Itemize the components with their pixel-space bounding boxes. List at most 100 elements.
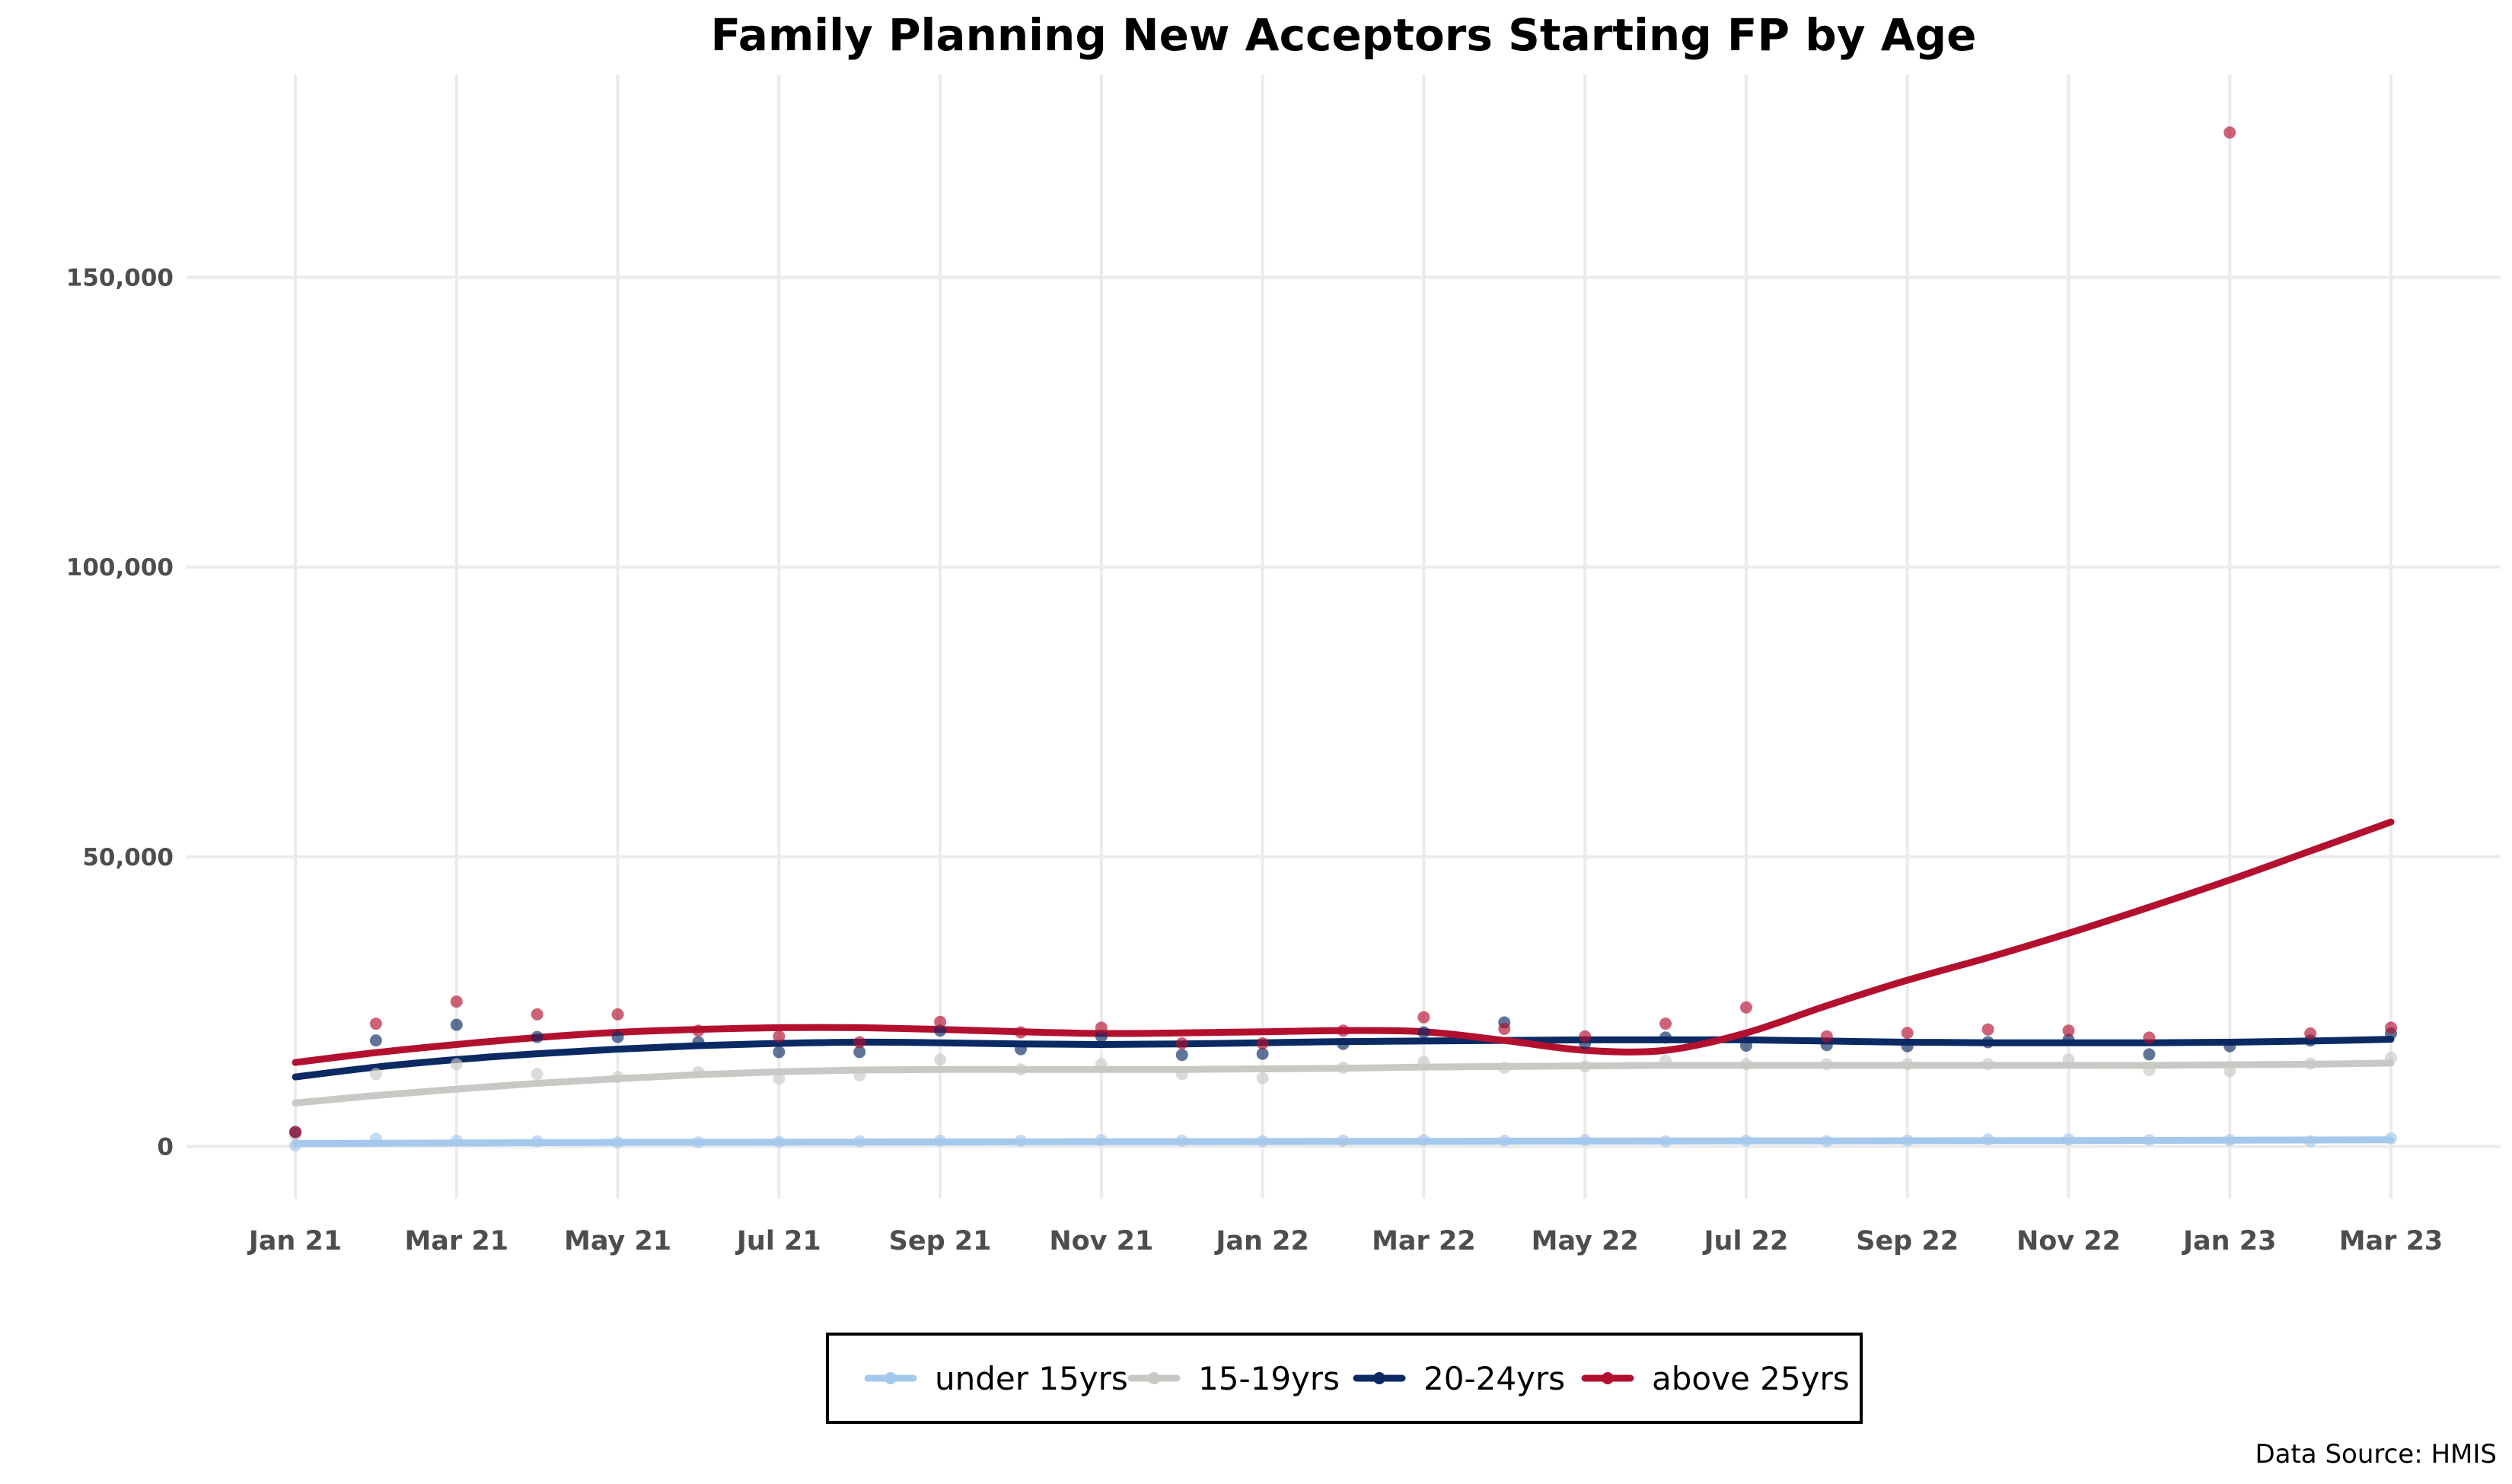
point-15-19yrs xyxy=(611,1071,624,1084)
point-15-19yrs xyxy=(1014,1063,1027,1076)
point-20-24yrs xyxy=(692,1036,705,1049)
point-15-19yrs xyxy=(853,1068,866,1081)
point-under-15yrs xyxy=(1659,1135,1672,1148)
point-15-19yrs xyxy=(2143,1063,2156,1076)
point-under-15yrs xyxy=(1579,1134,1592,1147)
legend: under 15yrs 15-19yrs 20-24yrs above 25yrs xyxy=(826,1333,1863,1424)
x-tick-label: Sep 22 xyxy=(1856,1226,1959,1256)
legend-label: above 25yrs xyxy=(1652,1360,1850,1397)
chart-title: Family Planning New Acceptors Starting F… xyxy=(710,9,1976,61)
point-above-25yrs xyxy=(2062,1024,2075,1037)
point-15-19yrs xyxy=(1175,1068,1188,1081)
x-tick-label: Mar 23 xyxy=(2339,1226,2443,1256)
point-above-25yrs xyxy=(1095,1021,1108,1034)
x-axis-ticks: Jan 21 Mar 21 May 21 Jul 21 Sep 21 Nov 21 Jan … xyxy=(247,1226,2443,1256)
point-above-25yrs xyxy=(2385,1021,2397,1034)
point-under-15yrs xyxy=(2143,1134,2156,1147)
legend-items: under 15yrs 15-19yrs 20-24yrs above 25yrs xyxy=(864,1360,1850,1397)
data-points xyxy=(289,126,2397,1151)
x-tick-label: Jan 21 xyxy=(247,1226,342,1256)
point-15-19yrs xyxy=(934,1053,947,1066)
legend-item-above-25yrs: above 25yrs xyxy=(1581,1360,1850,1397)
point-under-15yrs xyxy=(773,1135,786,1148)
point-above-25yrs xyxy=(1579,1030,1592,1043)
legend-key-point xyxy=(1148,1372,1160,1384)
point-under-15yrs xyxy=(2304,1135,2317,1148)
data-source-note: Data Source: HMIS xyxy=(2255,1439,2497,1470)
point-15-19yrs xyxy=(2062,1053,2075,1066)
x-tick-label: May 21 xyxy=(564,1226,671,1256)
point-under-15yrs xyxy=(1175,1134,1188,1147)
point-20-24yrs xyxy=(1659,1031,1672,1044)
point-20-24yrs xyxy=(773,1046,786,1059)
point-20-24yrs xyxy=(2062,1033,2075,1046)
point-15-19yrs xyxy=(1417,1056,1430,1068)
point-20-24yrs xyxy=(1739,1040,1752,1052)
point-under-15yrs xyxy=(1981,1133,1994,1146)
legend-item-20-24yrs: 20-24yrs xyxy=(1353,1360,1565,1397)
point-20-24yrs xyxy=(1901,1040,1914,1052)
point-15-19yrs xyxy=(773,1072,786,1085)
point-20-24yrs xyxy=(1981,1036,1994,1049)
y-tick-label: 100,000 xyxy=(66,554,174,581)
point-15-19yrs xyxy=(2304,1057,2317,1070)
point-20-24yrs xyxy=(2224,1040,2236,1052)
point-above-25yrs xyxy=(1820,1030,1833,1043)
point-20-24yrs xyxy=(1095,1030,1108,1043)
point-15-19yrs xyxy=(1095,1058,1108,1071)
point-under-15yrs xyxy=(2385,1132,2397,1145)
point-under-15yrs xyxy=(1498,1134,1511,1147)
point-under-15yrs xyxy=(853,1135,866,1148)
point-15-19yrs xyxy=(692,1066,705,1079)
point-20-24yrs xyxy=(934,1024,947,1037)
x-tick-label: Jan 22 xyxy=(1214,1226,1309,1256)
point-15-19yrs xyxy=(1739,1058,1752,1071)
x-tick-label: Nov 22 xyxy=(2016,1226,2121,1256)
point-15-19yrs xyxy=(1337,1061,1350,1074)
point-15-19yrs xyxy=(2385,1051,2397,1064)
legend-label: under 15yrs xyxy=(935,1360,1128,1397)
point-under-15yrs xyxy=(1095,1134,1108,1147)
x-tick-label: Mar 22 xyxy=(1372,1226,1476,1256)
point-20-24yrs xyxy=(1256,1047,1269,1060)
x-tick-label: Sep 21 xyxy=(889,1226,992,1256)
point-under-15yrs xyxy=(1417,1134,1430,1147)
point-above-25yrs xyxy=(450,995,463,1008)
point-under-15yrs xyxy=(450,1134,463,1147)
grid xyxy=(186,75,2501,1199)
point-under-15yrs xyxy=(2062,1133,2075,1146)
point-20-24yrs xyxy=(1417,1026,1430,1039)
legend-key-point xyxy=(885,1372,897,1384)
point-15-19yrs xyxy=(369,1068,382,1081)
point-15-19yrs xyxy=(1256,1072,1269,1084)
y-tick-label: 150,000 xyxy=(66,264,174,291)
y-axis-ticks: 0 50,000 100,000 150,000 xyxy=(66,264,174,1161)
point-above-25yrs xyxy=(934,1015,947,1028)
point-above-25yrs xyxy=(369,1017,382,1030)
point-20-24yrs xyxy=(1014,1043,1027,1056)
point-20-24yrs xyxy=(369,1034,382,1047)
point-15-19yrs xyxy=(1820,1058,1833,1071)
point-15-19yrs xyxy=(450,1058,463,1071)
point-20-24yrs xyxy=(853,1046,866,1059)
point-under-15yrs xyxy=(531,1135,544,1148)
point-above-25yrs xyxy=(1014,1026,1027,1039)
point-15-19yrs xyxy=(1659,1054,1672,1067)
x-tick-label: May 22 xyxy=(1532,1226,1639,1256)
point-above-25yrs xyxy=(1498,1022,1511,1035)
point-above-25yrs xyxy=(2143,1031,2156,1044)
point-15-19yrs xyxy=(1901,1058,1914,1071)
legend-label: 20-24yrs xyxy=(1423,1360,1565,1397)
point-above-25yrs xyxy=(289,1126,301,1138)
point-under-15yrs xyxy=(1739,1134,1752,1147)
point-under-15yrs xyxy=(1337,1134,1350,1147)
point-under-15yrs xyxy=(369,1132,382,1145)
point-above-25yrs xyxy=(1901,1027,1914,1040)
x-tick-label: Jul 22 xyxy=(1703,1226,1789,1256)
point-under-15yrs xyxy=(1256,1135,1269,1148)
point-15-19yrs xyxy=(1579,1060,1592,1073)
point-above-25yrs xyxy=(2304,1027,2317,1040)
point-15-19yrs xyxy=(531,1068,544,1081)
trend-lines xyxy=(292,818,2395,1148)
